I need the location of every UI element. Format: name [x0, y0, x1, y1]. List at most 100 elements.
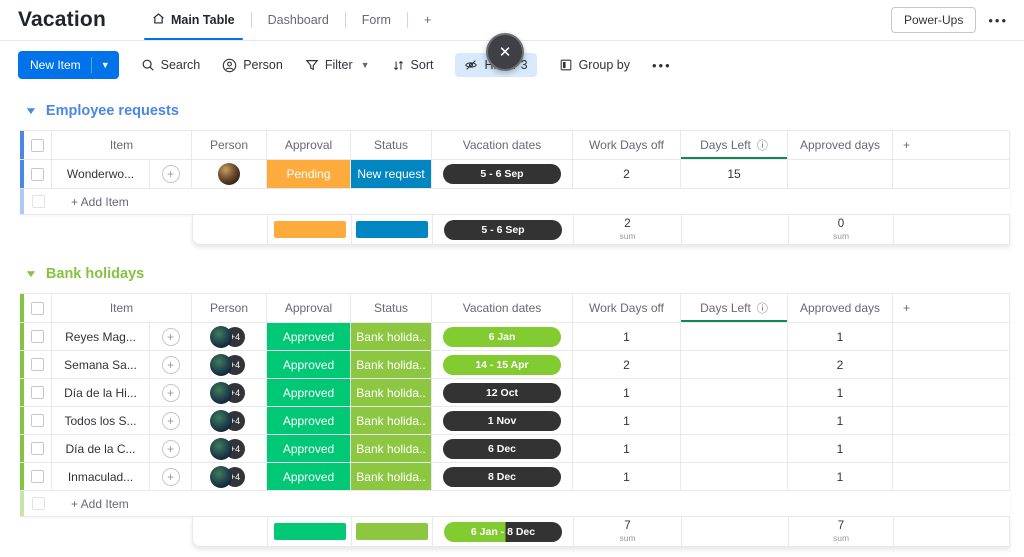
vacation-dates-cell[interactable]: 14 - 15 Apr [432, 351, 573, 378]
row-checkbox[interactable] [31, 167, 44, 181]
days-left-cell[interactable] [681, 379, 788, 406]
approved-days-cell[interactable]: 1 [788, 407, 893, 434]
vacation-dates-pill[interactable]: 6 Dec [443, 438, 561, 459]
add-item-row[interactable]: + Add Item [20, 491, 1010, 517]
person-cell[interactable]: +4 [192, 407, 267, 434]
item-name-cell[interactable]: Semana Sa... [52, 351, 150, 378]
vacation-dates-cell[interactable]: 5 - 6 Sep [432, 160, 573, 188]
status-cell[interactable]: Bank holida.. [351, 407, 432, 434]
approval-cell[interactable]: Approved [267, 323, 351, 350]
row-checkbox[interactable] [31, 414, 44, 427]
filter-button[interactable]: Filter ▼ [305, 58, 370, 72]
column-header-approval[interactable]: Approval [267, 294, 351, 322]
add-update-icon[interactable]: + [161, 439, 180, 458]
person-filter-button[interactable]: Person [222, 58, 283, 73]
avatar-group[interactable]: +4 [210, 409, 248, 432]
info-icon[interactable]: ⓘ [756, 140, 768, 152]
add-update-icon[interactable]: + [161, 165, 180, 183]
status-cell[interactable]: New request [351, 160, 432, 188]
add-update-icon[interactable]: + [161, 467, 180, 486]
vacation-dates-cell[interactable]: 6 Dec [432, 435, 573, 462]
person-cell[interactable] [192, 160, 267, 188]
item-name-cell[interactable]: Reyes Mag... [52, 323, 150, 350]
row-checkbox[interactable] [31, 358, 44, 371]
vacation-dates-pill[interactable]: 6 Jan [443, 326, 561, 347]
add-update-icon[interactable]: + [161, 411, 180, 430]
summary-dates-cell[interactable]: 6 Jan - 8 Dec [433, 517, 574, 546]
person-cell[interactable]: +4 [192, 435, 267, 462]
vacation-dates-pill[interactable]: 12 Oct [443, 382, 561, 403]
days-left-cell[interactable] [681, 435, 788, 462]
column-header-approval[interactable]: Approval [267, 131, 351, 159]
item-name-cell[interactable]: Inmaculad... [52, 463, 150, 490]
column-header-days-left[interactable]: Days Left ⓘ [681, 131, 788, 159]
days-left-cell[interactable] [681, 323, 788, 350]
approved-days-cell[interactable]: 1 [788, 323, 893, 350]
board-more-icon[interactable]: ••• [988, 12, 1008, 28]
work-days-off-cell[interactable]: 1 [573, 407, 681, 434]
tab-form[interactable]: Form [346, 0, 407, 40]
column-header-item[interactable]: Item [52, 131, 192, 159]
column-header-approved-days[interactable]: Approved days [788, 294, 893, 322]
status-cell[interactable]: Bank holida.. [351, 379, 432, 406]
sort-button[interactable]: Sort [392, 58, 433, 72]
power-ups-button[interactable]: Power-Ups [890, 7, 977, 33]
approval-cell[interactable]: Approved [267, 407, 351, 434]
days-left-cell[interactable] [681, 407, 788, 434]
person-cell[interactable]: +4 [192, 351, 267, 378]
vacation-dates-pill[interactable]: 5 - 6 Sep [443, 164, 561, 184]
select-all-checkbox[interactable] [31, 301, 44, 315]
vacation-dates-cell[interactable]: 6 Jan [432, 323, 573, 350]
chevron-down-icon[interactable]: ▼ [100, 60, 110, 70]
vacation-dates-cell[interactable]: 8 Dec [432, 463, 573, 490]
collapse-group-icon[interactable]: ▼ [24, 268, 38, 280]
avatar-group[interactable]: +4 [210, 437, 248, 460]
add-item-label[interactable]: + Add Item [71, 496, 129, 511]
vacation-dates-cell[interactable]: 12 Oct [432, 379, 573, 406]
status-cell[interactable]: Bank holida.. [351, 351, 432, 378]
add-update-icon[interactable]: + [161, 355, 180, 374]
vacation-dates-cell[interactable]: 1 Nov [432, 407, 573, 434]
approved-days-cell[interactable]: 2 [788, 351, 893, 378]
column-header-vacation-dates[interactable]: Vacation dates [432, 131, 573, 159]
column-header-person[interactable]: Person [192, 294, 267, 322]
add-update-icon[interactable]: + [161, 327, 180, 346]
work-days-off-cell[interactable]: 1 [573, 435, 681, 462]
chevron-down-icon[interactable]: ▼ [360, 60, 370, 70]
summary-status-cell[interactable] [352, 215, 433, 244]
work-days-off-cell[interactable]: 2 [573, 160, 681, 188]
days-left-cell[interactable] [681, 463, 788, 490]
approval-cell[interactable]: Approved [267, 351, 351, 378]
row-checkbox[interactable] [31, 386, 44, 399]
vacation-dates-pill[interactable]: 14 - 15 Apr [443, 354, 561, 375]
avatar-group[interactable]: +4 [210, 465, 248, 488]
row-checkbox[interactable] [31, 330, 44, 343]
approval-cell[interactable]: Approved [267, 379, 351, 406]
close-icon[interactable]: ✕ [486, 33, 524, 71]
add-column-button[interactable]: + [893, 294, 1010, 322]
item-name-cell[interactable]: Wonderwo... [52, 160, 150, 188]
column-header-person[interactable]: Person [192, 131, 267, 159]
avatar-group[interactable]: +4 [210, 353, 248, 376]
person-cell[interactable]: +4 [192, 463, 267, 490]
work-days-off-cell[interactable]: 1 [573, 463, 681, 490]
avatar-group[interactable]: +4 [210, 325, 248, 348]
info-icon[interactable]: ⓘ [756, 303, 768, 315]
column-header-vacation-dates[interactable]: Vacation dates [432, 294, 573, 322]
toolbar-more-icon[interactable]: ••• [651, 57, 672, 73]
summary-approval-cell[interactable] [268, 215, 352, 244]
approval-cell[interactable]: Pending [267, 160, 351, 188]
column-header-work-days-off[interactable]: Work Days off [573, 294, 681, 322]
approved-days-cell[interactable]: 1 [788, 435, 893, 462]
summary-status-cell[interactable] [352, 517, 433, 546]
group-by-button[interactable]: Group by [559, 58, 630, 72]
item-name-cell[interactable]: Día de la Hi... [52, 379, 150, 406]
column-header-status[interactable]: Status [351, 131, 432, 159]
approved-days-cell[interactable] [788, 160, 893, 188]
vacation-dates-pill[interactable]: 5 - 6 Sep [444, 219, 562, 240]
add-item-label[interactable]: + Add Item [71, 194, 129, 209]
row-checkbox[interactable] [31, 442, 44, 455]
summary-dates-cell[interactable]: 5 - 6 Sep [433, 215, 574, 244]
vacation-dates-pill[interactable]: 1 Nov [443, 410, 561, 431]
work-days-off-cell[interactable]: 2 [573, 351, 681, 378]
